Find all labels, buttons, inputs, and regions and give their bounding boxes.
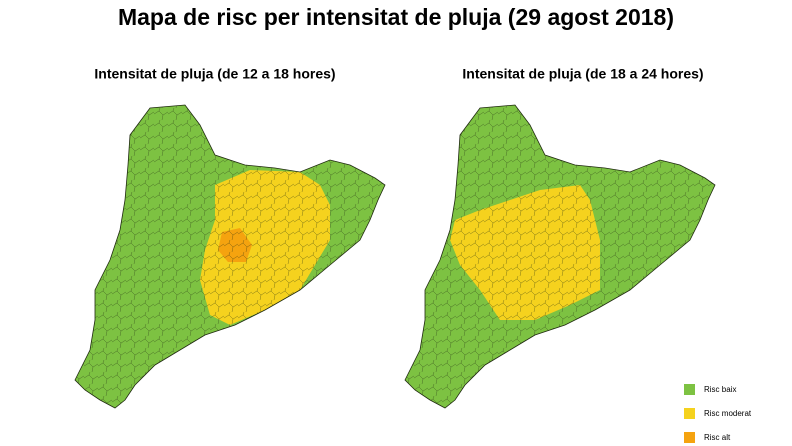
legend-label: Risc baix: [704, 385, 736, 394]
map-left: [74, 104, 386, 409]
legend-swatch: [684, 384, 695, 395]
legend-swatch: [684, 408, 695, 419]
legend-label: Risc moderat: [704, 409, 752, 418]
title: Mapa de risc per intensitat de pluja (29…: [118, 4, 674, 30]
legend: Risc baix Risc moderat Risc alt: [684, 384, 752, 443]
legend-swatch: [684, 432, 695, 443]
legend-label: Risc alt: [704, 433, 731, 442]
map-right: [404, 104, 716, 409]
map-subtitle: Intensitat de pluja (de 18 a 24 hores): [462, 66, 703, 82]
map-subtitle: Intensitat de pluja (de 12 a 18 hores): [94, 66, 335, 82]
